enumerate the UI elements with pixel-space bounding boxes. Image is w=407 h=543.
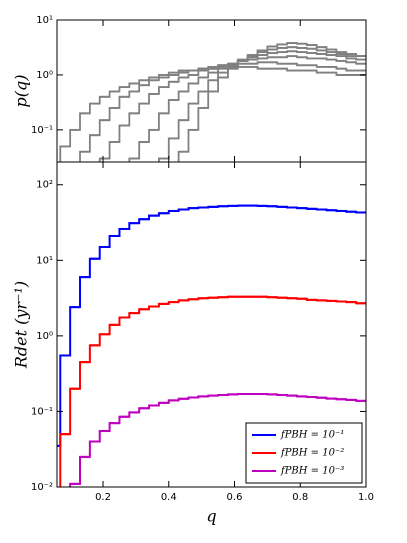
x-tick-label: 0.4 <box>161 492 177 503</box>
x-tick-label: 0.2 <box>95 492 111 503</box>
x-tick-label: 1.0 <box>358 492 374 503</box>
step-outline <box>158 46 366 162</box>
axes-frame <box>56 161 367 488</box>
step-outline <box>59 295 366 487</box>
legend-label: fPBH = 10⁻³ <box>280 466 344 477</box>
step-outline <box>69 393 366 487</box>
step-outline <box>57 204 366 447</box>
legend-label: fPBH = 10⁻¹ <box>280 430 344 441</box>
y-tick-label: 10¹ <box>36 255 53 266</box>
step-outline <box>177 42 366 162</box>
step-outline <box>98 55 366 162</box>
y-tick-label: 10⁻² <box>31 482 53 493</box>
plot-area <box>57 204 366 487</box>
y-tick-label: 10⁰ <box>36 70 53 81</box>
y-axis-label: p(q) <box>12 75 31 108</box>
legend-label: fPBH = 10⁻² <box>280 448 344 459</box>
y-tick-label: 10² <box>36 180 53 191</box>
y-tick-label: 10⁻¹ <box>31 406 53 417</box>
step-outline <box>59 66 366 162</box>
plot-area <box>59 42 366 162</box>
y-tick-label: 10⁻¹ <box>31 125 53 136</box>
y-tick-label: 10¹ <box>36 15 53 26</box>
x-axis-label: q <box>206 507 216 526</box>
x-tick-label: 0.6 <box>227 492 243 503</box>
y-tick-label: 10⁰ <box>36 331 53 342</box>
y-axis-label: Rdet (yr⁻¹) <box>12 281 31 369</box>
x-tick-label: 0.8 <box>292 492 308 503</box>
